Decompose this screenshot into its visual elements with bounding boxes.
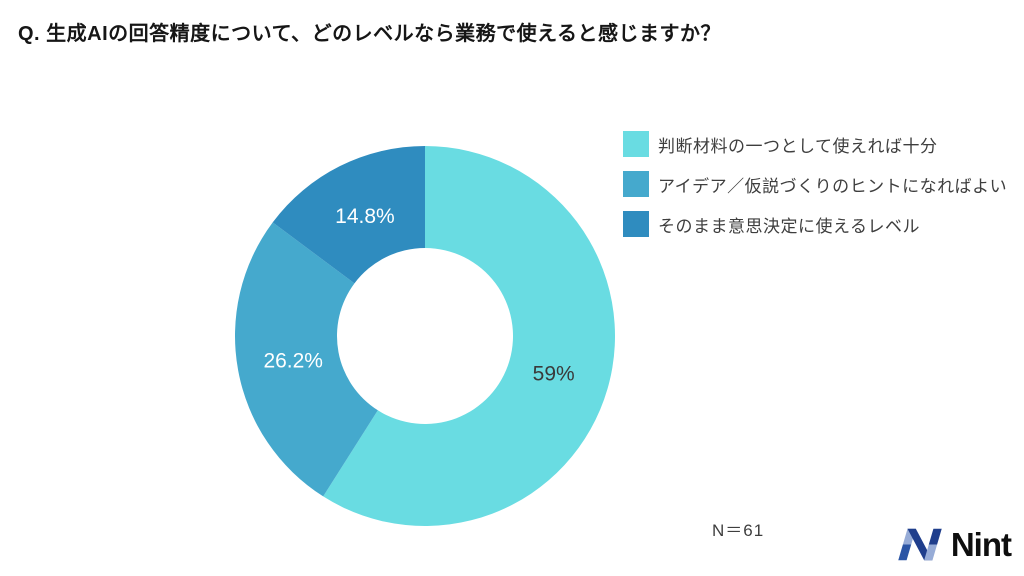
- legend-label-1: 判断材料の一つとして使えれば十分: [658, 136, 938, 156]
- legend-swatch-1: [623, 131, 649, 157]
- chart-legend: 判断材料の一つとして使えれば十分 アイデア／仮説づくりのヒントになればよい その…: [623, 131, 1007, 237]
- legend-swatch-3: [623, 211, 649, 237]
- legend-label-2: アイデア／仮説づくりのヒントになればよい: [658, 176, 1008, 196]
- legend-item-3: そのまま意思決定に使えるレベル: [623, 211, 1007, 237]
- legend-item-2: アイデア／仮説づくりのヒントになればよい: [623, 171, 1007, 197]
- segment-value-label-3: 14.8%: [335, 205, 395, 228]
- donut-chart: 59% 26.2% 14.8%: [234, 146, 616, 526]
- sample-size-label: N＝61: [712, 521, 765, 540]
- segment-value-label-1: 59%: [533, 362, 575, 385]
- nint-logo: Nint: [894, 526, 1012, 563]
- donut-segment-2: [234, 222, 378, 497]
- donut-chart-svg: 59% 26.2% 14.8%: [234, 146, 616, 526]
- legend-label-3: そのまま意思決定に使えるレベル: [658, 216, 920, 236]
- logo-text: Nint: [950, 526, 1012, 563]
- donut-segment-1: [323, 146, 616, 526]
- legend-swatch-2: [623, 171, 649, 197]
- page-title: Q. 生成AIの回答精度について、どのレベルなら業務で使えると感じますか？: [18, 23, 721, 45]
- nint-logo-mark-icon: [898, 528, 942, 561]
- donut-segment-3: [272, 146, 425, 284]
- legend-item-1: 判断材料の一つとして使えれば十分: [623, 131, 1007, 157]
- segment-value-label-2: 26.2%: [263, 349, 323, 372]
